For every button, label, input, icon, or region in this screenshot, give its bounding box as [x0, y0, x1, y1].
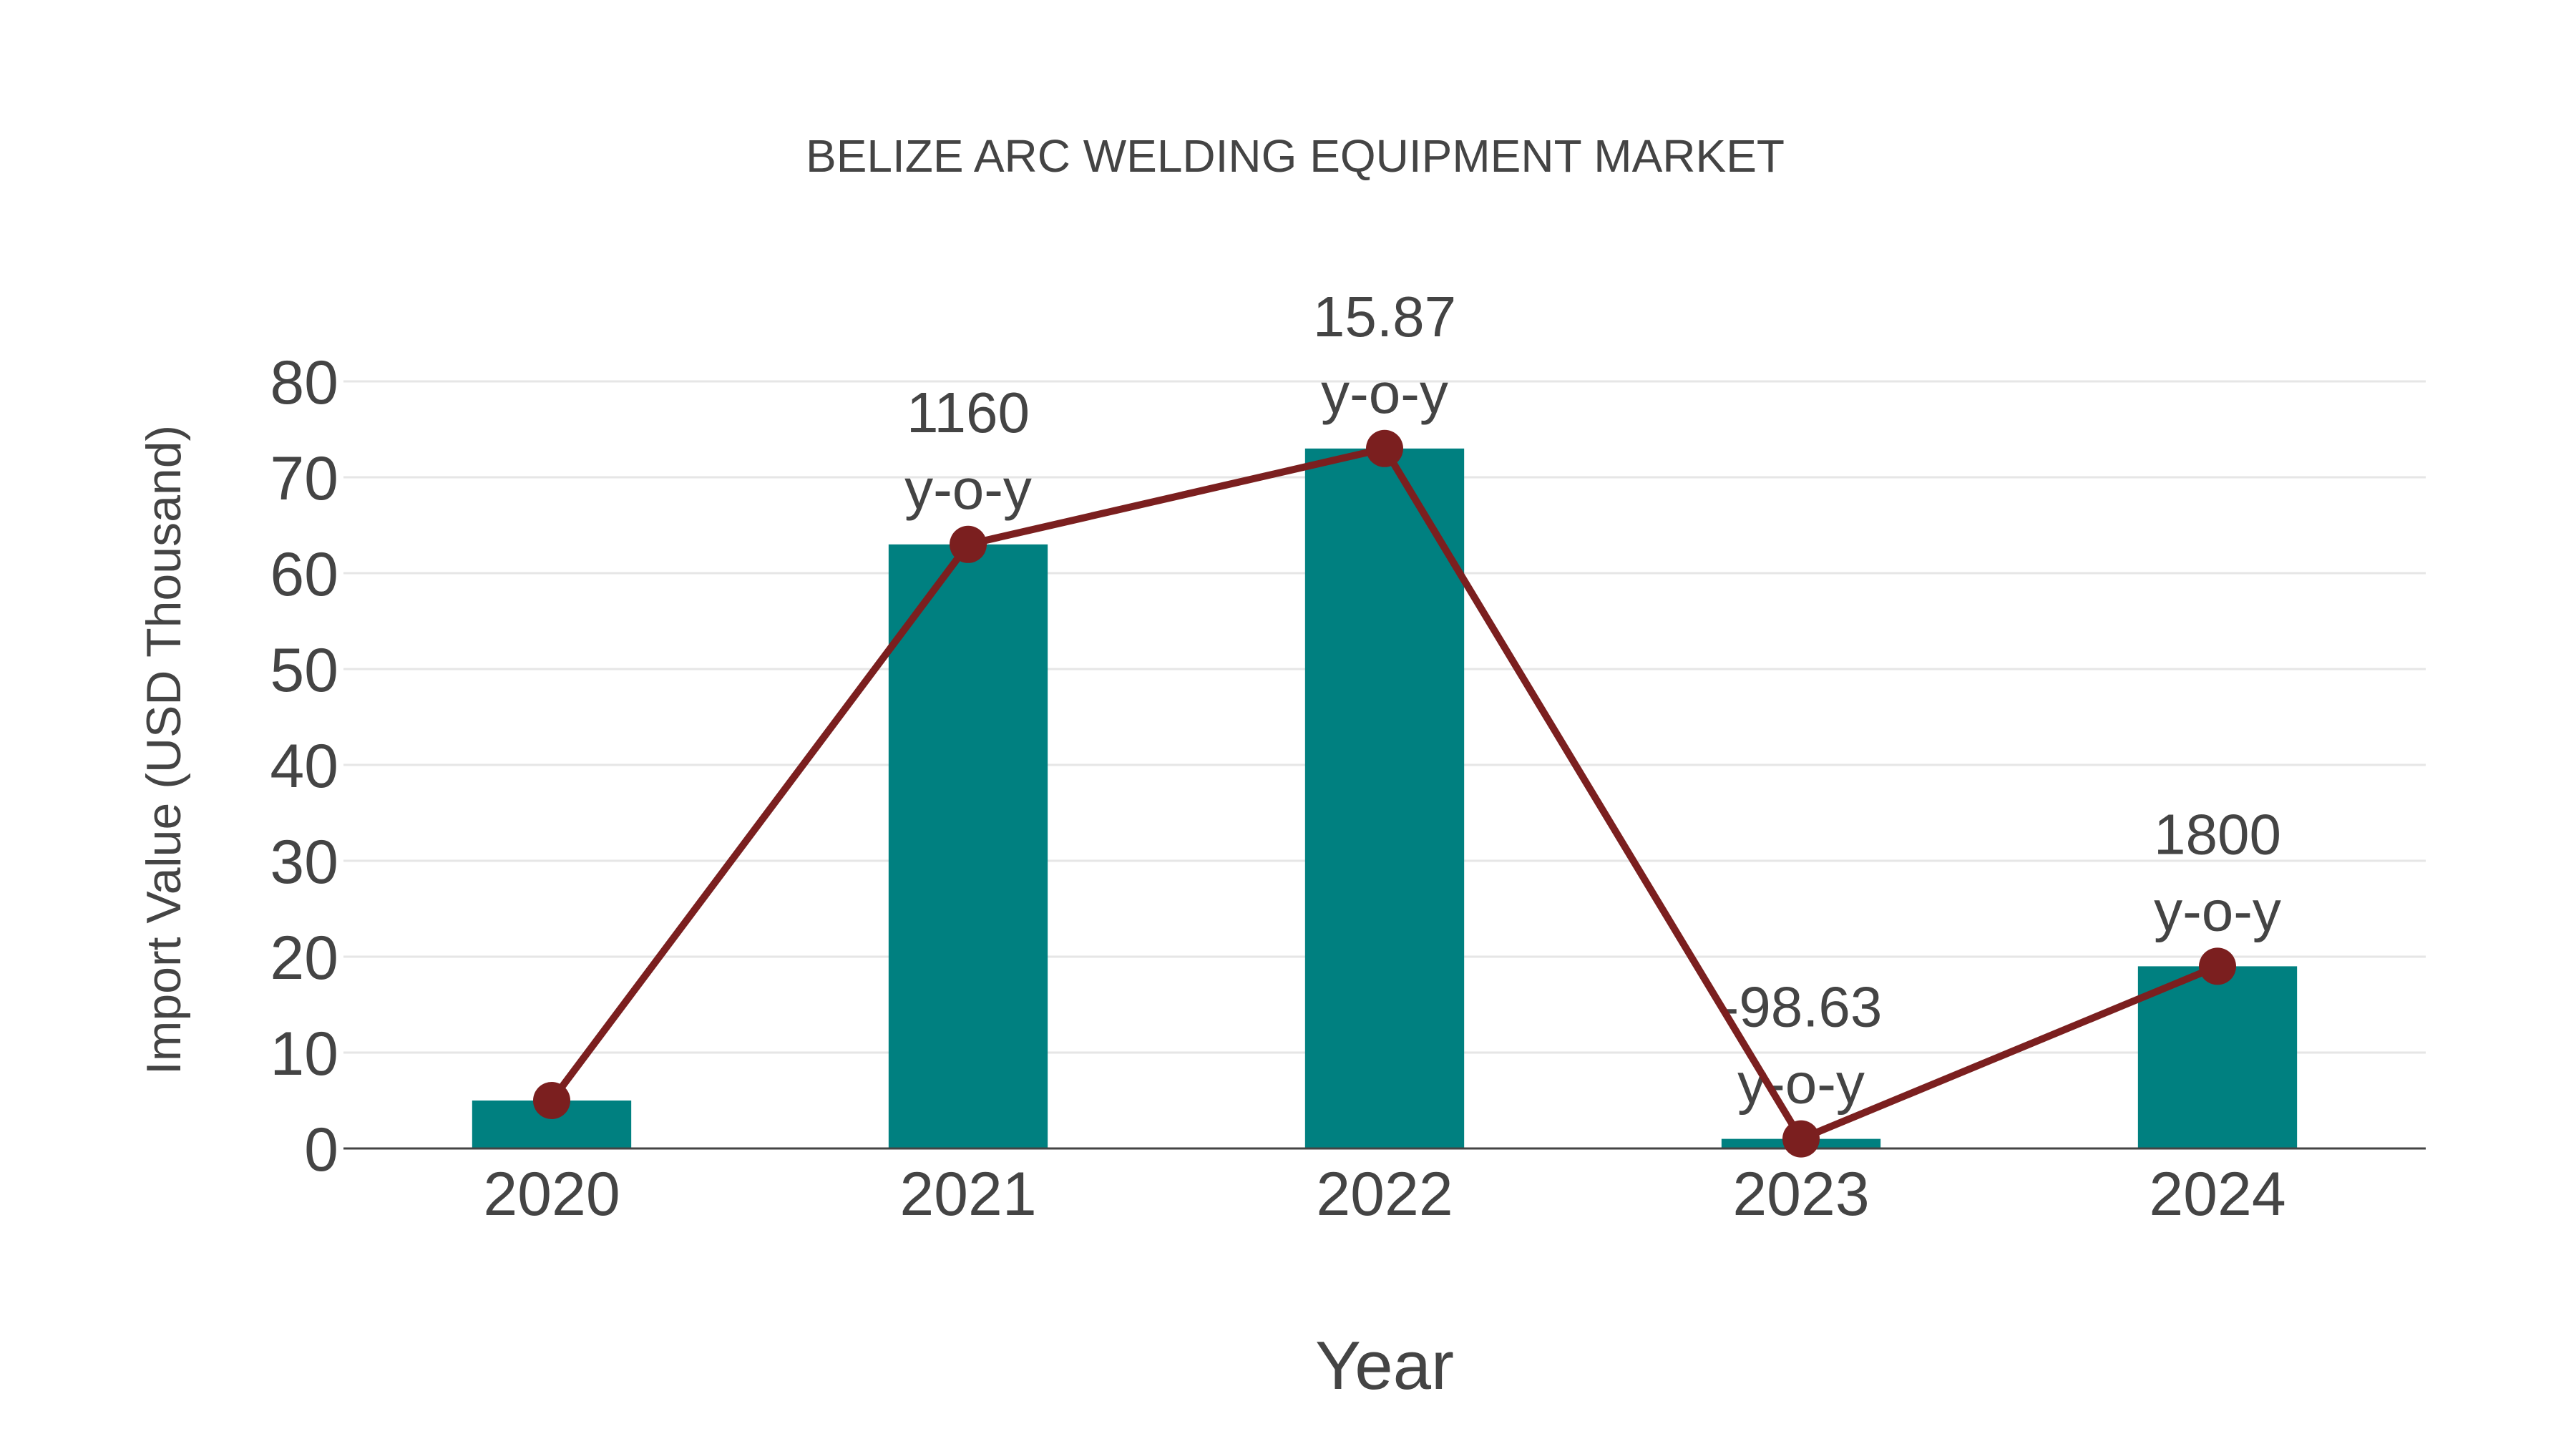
annotation-value: 15.87 — [1313, 285, 1456, 348]
marker-2020[interactable] — [533, 1082, 570, 1119]
x-axis-title: Year — [1315, 1327, 1454, 1404]
y-tick-label: 50 — [270, 636, 338, 705]
x-axis-ticks: 2020 2021 2022 2023 2024 — [483, 1160, 2285, 1229]
y-axis-title: Import Value (USD Thousand) — [137, 425, 191, 1075]
annotation-2021: 1160 y-o-y — [904, 381, 1032, 521]
y-tick-label: 10 — [270, 1020, 338, 1088]
y-tick-label: 40 — [270, 732, 338, 801]
y-tick-label: 0 — [304, 1116, 338, 1184]
bar-2022[interactable] — [1304, 448, 1465, 1148]
chart-title: BELIZE ARC WELDING EQUIPMENT MARKET — [806, 130, 1785, 182]
annotation-value: 1160 — [907, 381, 1030, 444]
bars — [472, 448, 2298, 1148]
bar-2021[interactable] — [888, 544, 1048, 1148]
y-tick-label: 60 — [270, 540, 338, 609]
annotation-suffix: y-o-y — [1321, 361, 1448, 425]
marker-2023[interactable] — [1782, 1120, 1820, 1158]
trend-line — [533, 429, 2236, 1158]
marker-2021[interactable] — [950, 525, 987, 563]
y-tick-label: 20 — [270, 924, 338, 992]
annotation-suffix: y-o-y — [2154, 879, 2281, 942]
y-tick-label: 70 — [270, 444, 338, 513]
y-axis-ticks: 0 10 20 30 40 50 60 70 80 — [270, 348, 338, 1184]
x-tick-label: 2020 — [483, 1160, 620, 1229]
bar-2024[interactable] — [2137, 966, 2298, 1148]
annotation-2024: 1800 y-o-y — [2154, 802, 2281, 942]
annotation-value: -98.63 — [1720, 975, 1883, 1039]
x-tick-label: 2021 — [899, 1160, 1036, 1229]
annotation-value: 1800 — [2154, 802, 2281, 866]
x-tick-label: 2024 — [2149, 1160, 2285, 1229]
marker-2024[interactable] — [2199, 947, 2236, 985]
y-tick-label: 30 — [270, 828, 338, 897]
annotation-suffix: y-o-y — [904, 457, 1032, 521]
x-tick-label: 2023 — [1732, 1160, 1869, 1229]
annotation-2022: 15.87 y-o-y — [1313, 285, 1456, 425]
x-tick-label: 2022 — [1316, 1160, 1453, 1229]
marker-2022[interactable] — [1366, 429, 1403, 467]
y-tick-label: 80 — [270, 348, 338, 417]
